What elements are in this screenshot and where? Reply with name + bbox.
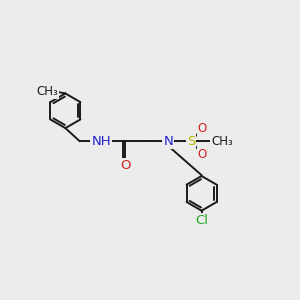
- Text: N: N: [163, 135, 173, 148]
- Text: NH: NH: [92, 135, 111, 148]
- Text: O: O: [198, 148, 207, 161]
- Text: S: S: [187, 135, 195, 148]
- Text: CH₃: CH₃: [212, 135, 233, 148]
- Text: O: O: [120, 159, 130, 172]
- Text: O: O: [198, 122, 207, 135]
- Text: CH₃: CH₃: [36, 85, 58, 98]
- Text: Cl: Cl: [195, 214, 208, 227]
